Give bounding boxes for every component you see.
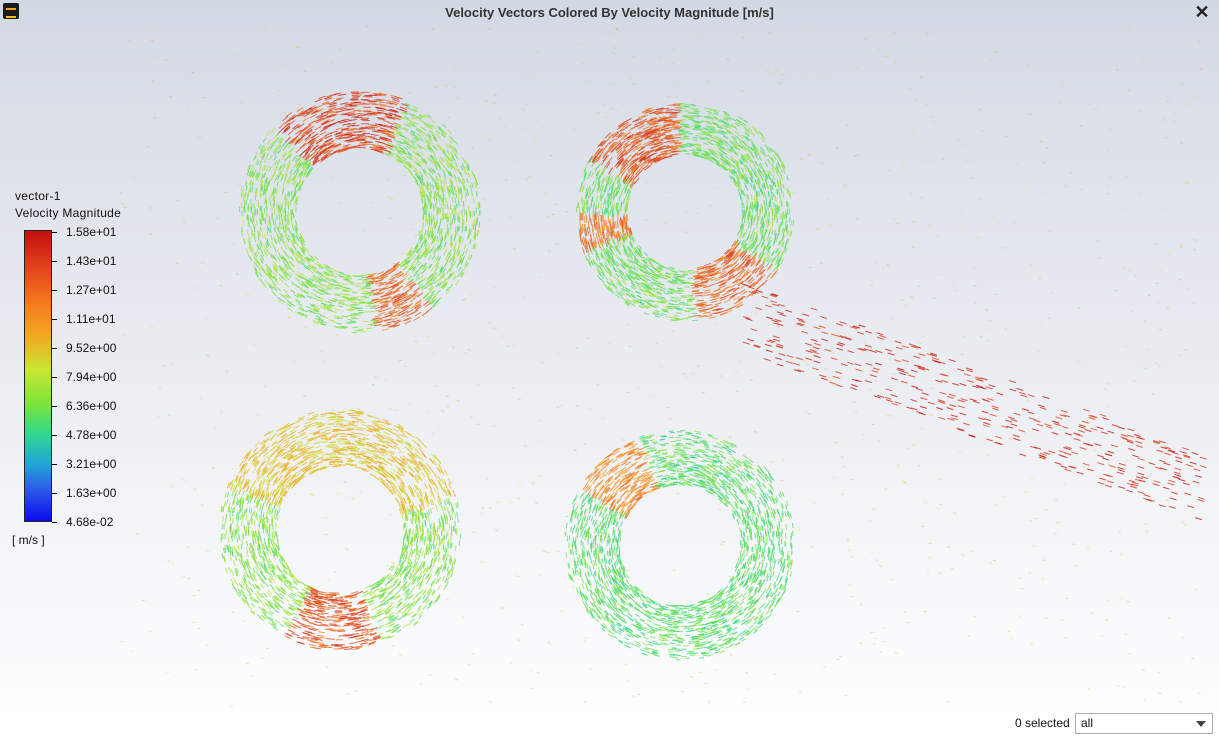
colorbar-tick-label: 6.36e+00: [66, 399, 117, 413]
colorbar-tick-label: 4.68e-02: [66, 515, 114, 529]
window-title: Velocity Vectors Colored By Velocity Mag…: [445, 5, 774, 20]
colorbar-tick-label: 3.21e+00: [66, 457, 117, 471]
colorbar-tick-mark: [52, 348, 57, 349]
colorbar-tick-mark: [52, 522, 57, 523]
selection-filter-value: all: [1081, 716, 1094, 730]
chevron-down-icon: [1196, 721, 1206, 727]
colorbar-tick-mark: [52, 319, 57, 320]
colorbar-tick-mark: [52, 435, 57, 436]
colorbar-tick-label: 1.11e+01: [66, 312, 116, 326]
legend-name: vector-1: [15, 189, 61, 203]
colorbar-tick-label: 4.78e+00: [66, 428, 117, 442]
velocity-vector-field[interactable]: [0, 26, 1219, 716]
colorbar-tick-label: 1.58e+01: [66, 225, 117, 239]
vector-glyphs: [119, 26, 1207, 708]
colorbar-tick-mark: [52, 290, 57, 291]
colorbar: [24, 230, 52, 522]
colorbar-tick-label: 9.52e+00: [66, 341, 117, 355]
colorbar-tick-label: 7.94e+00: [66, 370, 117, 384]
colorbar-tick-mark: [52, 464, 57, 465]
title-bar: Velocity Vectors Colored By Velocity Mag…: [0, 0, 1219, 26]
close-button[interactable]: ✕: [1194, 2, 1210, 22]
selection-count: 0 selected: [1015, 716, 1070, 730]
legend-quantity: Velocity Magnitude: [15, 206, 122, 220]
colorbar-tick-label: 1.27e+01: [66, 283, 117, 297]
colorbar-tick-label: 1.43e+01: [66, 254, 117, 268]
colorbar-tick-mark: [52, 232, 57, 233]
colorbar-tick-label: 1.63e+00: [66, 486, 117, 500]
colorbar-tick-mark: [52, 261, 57, 262]
legend-units: [ m/s ]: [12, 533, 45, 547]
colorbar-tick-mark: [52, 406, 57, 407]
app-icon: [3, 3, 19, 19]
legend-title: vector-1 Velocity Magnitude: [15, 188, 121, 222]
colorbar-tick-mark: [52, 493, 57, 494]
colorbar-tick-mark: [52, 377, 57, 378]
selection-filter-dropdown[interactable]: all: [1075, 713, 1213, 734]
